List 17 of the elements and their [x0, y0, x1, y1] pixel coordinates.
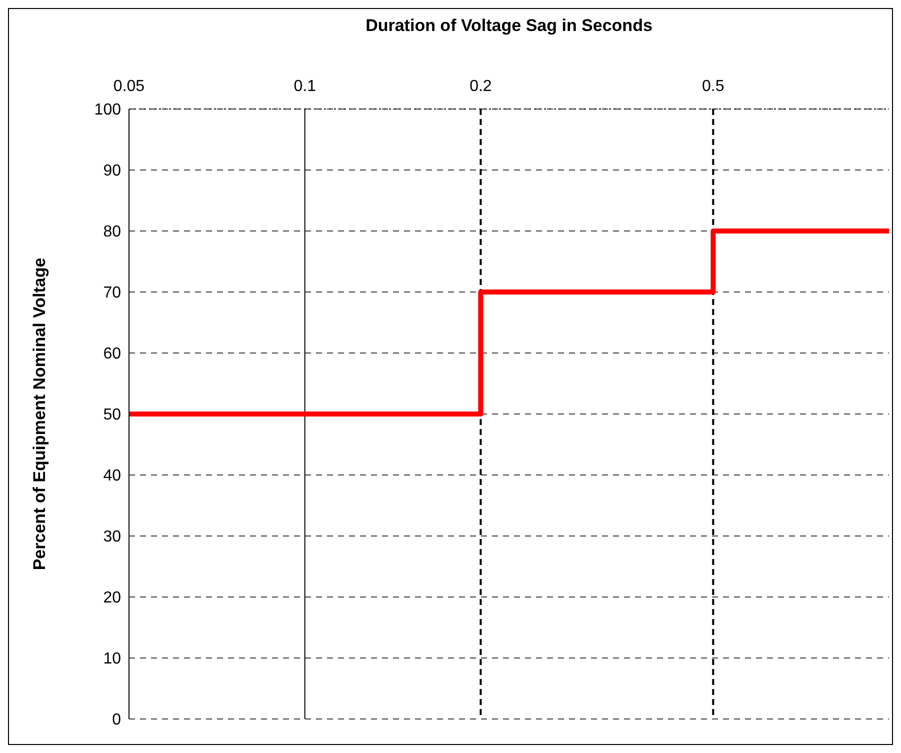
- y-tick-label: 40: [103, 468, 122, 485]
- y-axis-title: Percent of Equipment Nominal Voltage: [30, 258, 50, 570]
- y-tick-label: 60: [103, 346, 122, 363]
- y-tick-label: 30: [103, 528, 122, 546]
- y-tick-label: 80: [103, 224, 122, 241]
- y-tick-label: 20: [103, 590, 122, 607]
- y-tick-label: 100: [94, 102, 122, 119]
- y-tick-label: 90: [103, 162, 122, 180]
- x-axis-title: Duration of Voltage Sag in Seconds: [366, 16, 652, 36]
- x-tick-label: 0.1: [294, 78, 316, 95]
- x-tick-label: 0.5: [702, 78, 724, 95]
- x-tick-label: 0.05: [113, 78, 145, 95]
- y-tick-label: 10: [103, 650, 122, 668]
- y-tick-label: 0: [112, 712, 122, 729]
- y-tick-label: 50: [103, 406, 122, 424]
- y-tick-label: 70: [103, 284, 122, 302]
- x-tick-label: 0.2: [470, 78, 492, 95]
